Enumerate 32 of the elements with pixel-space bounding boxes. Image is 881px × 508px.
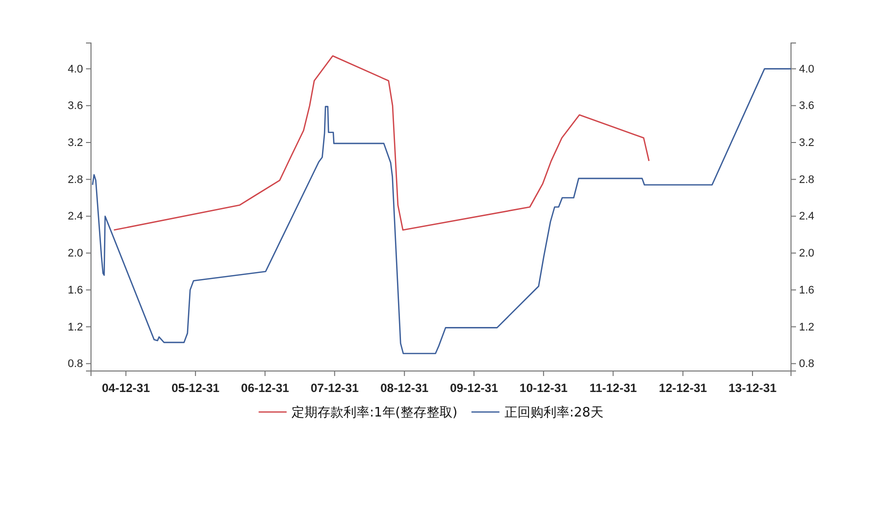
- x-tick-label: 13-12-31: [728, 381, 777, 396]
- x-tick-label: 05-12-31: [171, 381, 220, 396]
- y-tick-label: 0.8: [68, 358, 83, 370]
- y2-tick-label: 2.8: [799, 174, 814, 186]
- line-series: [92, 68, 792, 354]
- y-tick-label: 2.0: [68, 248, 83, 260]
- x-tick-label: 08-12-31: [380, 381, 429, 396]
- y2-tick-label: 3.6: [799, 100, 814, 112]
- y2-tick-label: 1.6: [799, 284, 814, 296]
- y-tick-label: 4.0: [68, 63, 83, 76]
- y-tick-label: 3.6: [68, 100, 83, 112]
- x-tick-label: 10-12-31: [520, 381, 568, 396]
- x-tick-label: 11-12-31: [589, 381, 638, 396]
- y-tick-label: 1.6: [68, 284, 83, 296]
- x-tick-label: 07-12-31: [310, 381, 359, 396]
- y2-tick-label: 0.8: [799, 358, 814, 370]
- y-tick-label: 1.2: [68, 321, 83, 334]
- legend-label: 正回购利率:28天: [504, 404, 604, 420]
- x-tick-label: 12-12-31: [658, 381, 708, 396]
- y2-tick-label: 2.4: [799, 210, 814, 223]
- x-tick-label: 04-12-31: [102, 381, 150, 396]
- legend-label: 定期存款利率:1年(整存整取): [292, 404, 458, 420]
- y2-tick-label: 4.0: [799, 63, 814, 76]
- y-tick-label: 2.8: [68, 174, 83, 186]
- y-tick-label: 3.2: [68, 137, 83, 150]
- y2-tick-label: 1.2: [799, 321, 814, 334]
- y2-tick-label: 2.0: [799, 248, 814, 260]
- line-series: [113, 55, 650, 231]
- x-tick-label: 06-12-31: [241, 381, 290, 396]
- y2-tick-label: 3.2: [799, 137, 814, 150]
- x-tick-label: 09-12-31: [450, 381, 498, 396]
- y-tick-label: 2.4: [68, 210, 83, 223]
